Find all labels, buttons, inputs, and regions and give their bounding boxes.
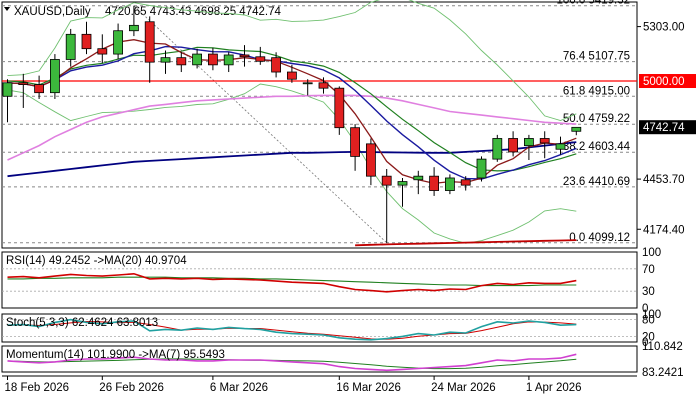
candle-body <box>334 87 345 129</box>
candle-body <box>429 175 440 191</box>
candle-body <box>413 175 424 181</box>
candle-body <box>444 177 455 191</box>
candle-body <box>302 82 313 85</box>
price-tick-label: 4174.40 <box>643 224 685 236</box>
time-axis: 18 Feb 2026 26 Feb 2026 6 Mar 2026 16 Mar 2… <box>2 375 637 394</box>
fib-level-label: 76.4 5107.75 <box>563 51 630 63</box>
current-price-tag <box>639 120 696 135</box>
time-tick-label: 18 Feb 2026 <box>5 382 70 394</box>
stoch-k-line <box>7 318 577 341</box>
candle-body <box>176 57 187 66</box>
ma-long-line <box>7 141 577 178</box>
time-tick-label: 6 Mar 2026 <box>210 382 268 394</box>
price-tick-label: 5303.00 <box>643 22 685 34</box>
rsi-tick-label: 70 <box>642 264 655 276</box>
candle-body <box>255 56 266 62</box>
candle-body <box>160 57 171 63</box>
candle-body <box>571 126 582 132</box>
candle-body <box>271 57 282 73</box>
candle-body <box>192 53 203 66</box>
time-tick-label: 16 Mar 2026 <box>336 382 401 394</box>
candle-body <box>50 59 60 94</box>
indicator-pane-frame <box>1 345 638 373</box>
bollinger-upper-line <box>7 0 577 121</box>
candle-body <box>18 82 29 85</box>
candle-body <box>381 175 392 186</box>
candle-body <box>144 21 155 63</box>
level-price-tag-label: 5000.00 <box>643 76 685 88</box>
rsi-line <box>7 272 577 293</box>
stoch-tick-label: 100 <box>642 309 661 321</box>
candle-body <box>97 48 108 55</box>
candle-body <box>128 24 139 32</box>
collapse-arrow-icon[interactable] <box>4 7 10 11</box>
candle-body <box>350 127 361 157</box>
candle-body <box>207 53 218 66</box>
candle-body <box>539 138 550 144</box>
bollinger-lower-line <box>7 83 577 244</box>
candle-body <box>524 138 534 147</box>
candle-body <box>492 138 503 160</box>
fib-level-label: 0.0 4099.12 <box>569 232 630 244</box>
stoch-tick-label: 80 <box>642 315 655 327</box>
candle-body <box>223 54 234 66</box>
main-pane-frame <box>1 1 638 249</box>
candle-body <box>365 143 376 177</box>
momentum-title: Momentum(14) 101.9900 ->MA(7) 95.5493 <box>6 349 225 361</box>
candle-body <box>286 71 297 80</box>
momentum-ma-line <box>7 358 577 370</box>
rsi-tick-label: 0 <box>642 303 648 315</box>
indicator-pane-frame <box>1 313 638 343</box>
fib-level-label: 50.0 4759.22 <box>563 113 630 125</box>
ma-pink-line <box>7 94 577 161</box>
momentum-tick-label: 83.2421 <box>642 367 684 379</box>
rsi-tick-label: 100 <box>642 247 661 259</box>
current-price-tag-label: 4742.74 <box>643 122 685 134</box>
candle-body <box>34 84 44 94</box>
time-tick-label: 24 Mar 2026 <box>431 382 496 394</box>
fib-level-label: 61.8 4915.00 <box>563 85 630 97</box>
stoch-tick-label: 20 <box>642 331 655 343</box>
candle-body <box>113 30 123 55</box>
rsi-tick-label: 30 <box>642 286 655 298</box>
momentum-tick-label: 110.842 <box>642 341 683 353</box>
symbol-period-label: XAUUSD,Daily <box>14 6 91 18</box>
candle-body <box>397 181 408 186</box>
candle-body <box>81 33 92 50</box>
candle-body <box>65 33 76 60</box>
trend-red-line <box>355 239 577 247</box>
main-pane: 100.0 5419.32 76.4 5107.75 61.8 4915.00 50.… <box>1 0 638 249</box>
chart-header: XAUUSD,Daily 4720.65 4743.43 4698.25 474… <box>4 6 281 18</box>
fib-level-label: 23.6 4410.69 <box>563 176 630 188</box>
candle-body <box>318 82 329 89</box>
time-tick-label: 26 Feb 2026 <box>99 382 164 394</box>
candle-body <box>555 143 566 150</box>
price-axis: 5303.00 4453.70 4174.40 5000.00 4742.74 <box>637 22 696 236</box>
momentum-line <box>7 353 577 372</box>
time-tick-label: 1 Apr 2026 <box>526 382 582 394</box>
price-tick-label: 4453.70 <box>643 174 685 186</box>
candle-body <box>239 54 250 58</box>
candle-body <box>2 82 13 97</box>
fib-level-label: 100.0 5419.32 <box>556 0 630 7</box>
stoch-d-line <box>7 320 577 340</box>
fib-level-label: 38.2 4603.44 <box>563 141 631 153</box>
stoch-title: Stoch(5,3,3) 62.4624 63.8013 <box>6 317 158 329</box>
rsi-title: RSI(14) 49.2452 ->MA(20) 40.9704 <box>6 255 187 267</box>
candle-body <box>508 138 519 153</box>
stoch-tick-label: 0 <box>642 337 648 349</box>
ohlc-label: 4720.65 4743.43 4698.25 4742.74 <box>105 6 281 18</box>
candle-body <box>460 179 471 186</box>
indicator-panes: RSI(14) 49.2452 ->MA(20) 40.9704 100 70 30 0… <box>1 247 684 379</box>
candle-body <box>476 158 487 179</box>
fib-connector-line <box>133 5 387 244</box>
indicator-pane-frame <box>1 251 638 309</box>
level-price-tag <box>639 74 696 89</box>
